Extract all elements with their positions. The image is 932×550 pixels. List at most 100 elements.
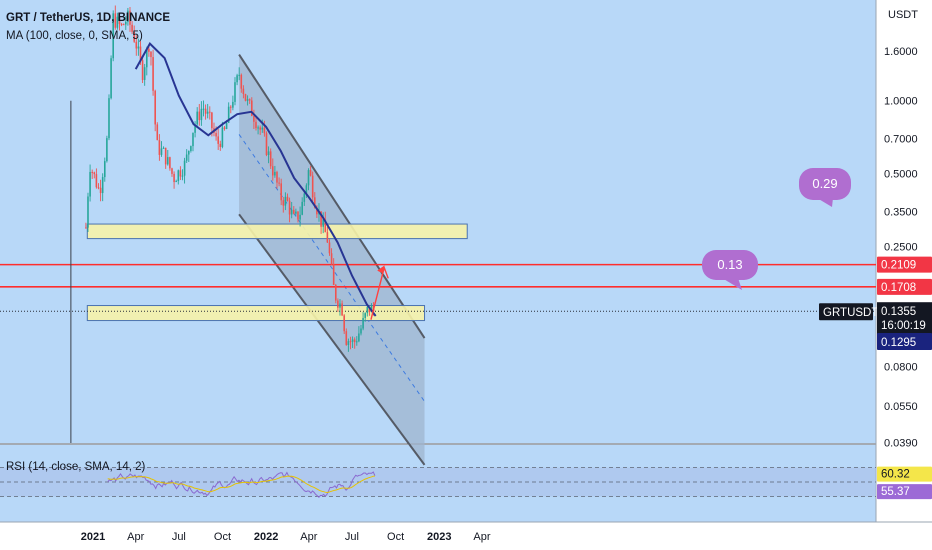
price-tick-label: 1.6000	[884, 46, 918, 58]
candle-body	[177, 170, 180, 182]
candle-body	[152, 57, 154, 91]
candle-body	[156, 124, 159, 141]
candle-body	[322, 219, 324, 227]
last-price-tag	[877, 302, 932, 335]
candle-body	[301, 201, 303, 215]
upper-zone[interactable]	[86, 223, 468, 240]
candle-body	[124, 21, 127, 25]
candle-body	[328, 242, 331, 254]
candle-body	[110, 58, 112, 99]
time-axis: 2021 Apr Jul Oct 2022 Apr Jul Oct 2023 Apr	[81, 531, 491, 543]
price-tick-label: 0.2500	[884, 242, 918, 254]
candle-body	[347, 341, 350, 345]
near-target-bubble-pointer[interactable]	[722, 278, 742, 290]
candle-body	[332, 264, 335, 285]
candle-body	[169, 157, 171, 169]
candle-body	[276, 171, 278, 183]
projection-arrow-line[interactable]	[370, 265, 389, 320]
candle-body	[160, 148, 163, 155]
candle-body	[158, 140, 161, 155]
candle-body	[114, 13, 117, 28]
candle-body	[290, 209, 293, 215]
candle-body	[305, 185, 308, 194]
candle-body	[244, 94, 247, 101]
candle-body	[93, 172, 96, 175]
projection-arrow[interactable]	[370, 265, 389, 320]
candle-body	[103, 161, 106, 178]
channel-midline[interactable]	[238, 134, 425, 402]
candle-body	[162, 147, 165, 149]
near-target-bubble[interactable]	[702, 250, 758, 280]
candle-body	[232, 101, 234, 108]
price-axis-unit: USDT	[888, 9, 918, 21]
channel-upper-line[interactable]	[238, 53, 426, 339]
candle-body	[97, 187, 100, 189]
candle-body	[324, 219, 327, 233]
moving-average	[134, 41, 377, 317]
candlestick-series	[70, 5, 375, 443]
candle-body	[242, 88, 245, 95]
candle-body	[303, 193, 306, 202]
upper-target-bubble-pointer[interactable]	[817, 198, 833, 207]
candle-body	[288, 200, 291, 215]
ma-value-tag-label: 0.1295	[881, 337, 916, 349]
support-resistance-zones[interactable]	[0, 223, 876, 322]
upper-target-bubble[interactable]	[799, 168, 851, 200]
candle-body	[208, 111, 211, 113]
candle-body	[221, 127, 224, 147]
rsi-indicator-label[interactable]: RSI (14, close, SMA, 14, 2)	[6, 461, 146, 473]
candle-body	[194, 124, 196, 133]
candle-body	[368, 306, 371, 312]
candle-body	[311, 175, 314, 198]
symbol-title[interactable]: GRT / TetherUS, 1D, BINANCE	[6, 12, 170, 24]
candle-body	[236, 75, 238, 83]
candle-body	[297, 211, 299, 220]
candle-body	[364, 313, 366, 318]
time-tick-label: 2023	[427, 531, 451, 543]
candle-body	[240, 74, 243, 89]
price-tick-label: 0.0550	[884, 401, 918, 413]
price-axis: USDT 1.6000 1.0000 0.7000 0.5000 0.3500 0.2500…	[884, 9, 918, 496]
rsi-ma-line	[107, 475, 375, 494]
candle-body	[137, 46, 140, 49]
time-tick-label: 2022	[254, 531, 278, 543]
price-tick-label: 0.0390	[884, 437, 918, 449]
candle-body	[211, 112, 213, 129]
candle-body	[278, 182, 280, 184]
channel-lower-line[interactable]	[238, 213, 426, 466]
candle-body	[99, 187, 102, 194]
candle-body	[280, 183, 282, 201]
near-target-bubble-label: 0.13	[717, 257, 742, 272]
resistance-2-tag-label: 0.1708	[881, 282, 916, 294]
candle-body	[341, 303, 343, 316]
candle-body	[173, 173, 175, 183]
rsi-value-tag-label: 60.32	[881, 469, 910, 481]
projection-arrowhead[interactable]	[377, 265, 385, 274]
candle-body	[284, 196, 287, 206]
candle-body	[267, 151, 270, 156]
price-pane-background	[0, 0, 876, 443]
candle-body	[120, 24, 123, 26]
candle-body	[143, 67, 146, 80]
candle-body	[87, 196, 89, 228]
candle-body	[353, 339, 356, 343]
candle-body	[309, 170, 312, 176]
candle-body	[295, 211, 297, 214]
candle-body	[181, 175, 184, 177]
candle-body	[202, 108, 205, 110]
candle-body	[269, 151, 272, 167]
candle-body	[129, 10, 131, 25]
ma-value-tag	[877, 332, 932, 350]
callout-bubbles[interactable]: 0.29 0.13	[702, 168, 851, 290]
candle-body	[183, 160, 186, 176]
candle-body	[345, 331, 348, 345]
candle-body	[326, 232, 329, 243]
candle-body	[204, 108, 207, 114]
time-tick-label: Oct	[214, 531, 231, 543]
price-tick-label: 0.7000	[884, 133, 918, 145]
ma-indicator-label[interactable]: MA (100, close, 0, SMA, 5)	[6, 30, 143, 42]
candle-body	[292, 209, 295, 214]
candle-body	[141, 60, 144, 80]
